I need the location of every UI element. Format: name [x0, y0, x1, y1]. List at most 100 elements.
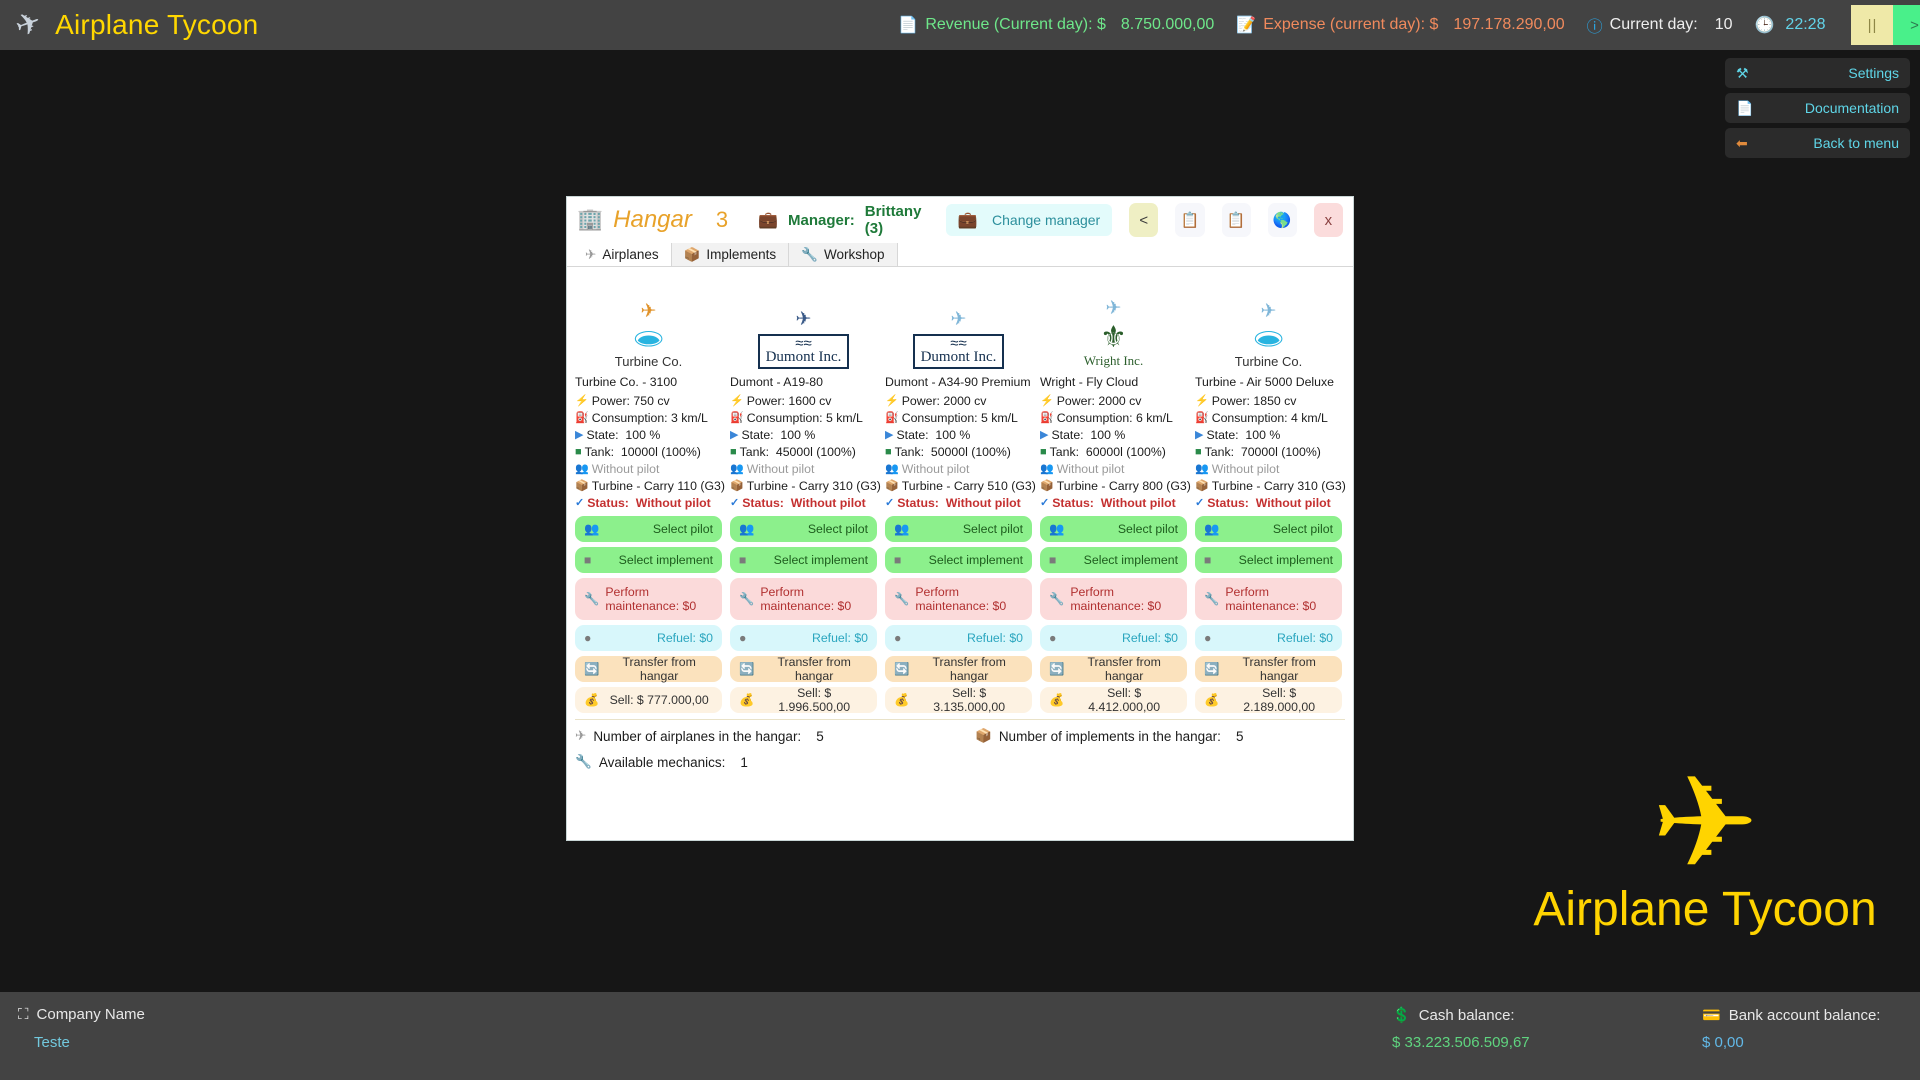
brand-logo-dumont: ≈≈ Dumont Inc.: [912, 334, 1005, 369]
info-icon: ⓘ: [1586, 19, 1603, 36]
fuel-icon: ●: [894, 631, 902, 645]
play-triangle-icon: ▶: [1040, 429, 1049, 441]
airplane-card: ✈ ⚜ Wright Inc. Wright - Fly Cloud ⚡ Power: 2…: [1036, 273, 1191, 714]
hangar-icon: 🏢: [577, 208, 604, 231]
report-button[interactable]: 📋: [1175, 203, 1205, 237]
close-button[interactable]: x: [1313, 203, 1343, 237]
refuel-button[interactable]: ● Refuel: $0: [885, 625, 1032, 651]
perform-maintenance-button[interactable]: 🔧 Perform maintenance: $0: [575, 578, 722, 620]
bolt-icon: ⚡: [575, 395, 589, 407]
dollar-icon: 💲: [1392, 1007, 1411, 1024]
brand-logo-turbine: 🕳 Turbine Co.: [615, 326, 682, 370]
menu-item-back-label: Back to menu: [1813, 135, 1899, 151]
people-icon: 👥: [739, 521, 755, 536]
airplane-implement: 📦 Turbine - Carry 310 (G3): [730, 478, 881, 493]
tab-workshop[interactable]: 🔧 Workshop: [789, 243, 898, 266]
airplane-card: ✈ ≈≈ Dumont Inc. Dumont - A19-80 ⚡ Power: 160…: [726, 273, 881, 714]
sell-label: Sell: $ 3.135.000,00: [933, 686, 1006, 714]
select-implement-button[interactable]: ■ Select implement: [575, 547, 722, 573]
refuel-button[interactable]: ● Refuel: $0: [1040, 625, 1187, 651]
transfer-from-hangar-button[interactable]: 🔄 Transfer from hangar: [575, 655, 722, 683]
select-implement-button[interactable]: ■ Select implement: [1195, 547, 1342, 573]
bolt-icon: ⚡: [885, 395, 899, 407]
play-triangle-icon: ▶: [885, 429, 894, 441]
transfer-from-hangar-button[interactable]: 🔄 Transfer from hangar: [730, 655, 877, 683]
airplane-status: ✓ Status: Without pilot: [730, 495, 866, 510]
fuel-icon: ⛽: [1195, 412, 1209, 424]
select-pilot-button[interactable]: 👥 Select pilot: [575, 516, 722, 542]
airplane-pilot: 👥 Without pilot: [1195, 461, 1280, 476]
brand-logo-turbine: 🕳 Turbine Co.: [1235, 326, 1302, 370]
select-pilot-button[interactable]: 👥 Select pilot: [1040, 516, 1187, 542]
tank-icon: ■: [1195, 445, 1202, 458]
perform-maintenance-button[interactable]: 🔧 Perform maintenance: $0: [1040, 578, 1187, 620]
sell-button[interactable]: 💰 Sell: $ 1.996.500,00: [730, 686, 877, 714]
airplane-status: ✓ Status: Without pilot: [1195, 495, 1331, 510]
box-icon: ■: [739, 553, 747, 567]
play-button[interactable]: >: [1893, 5, 1920, 45]
wrench-icon: 🔧: [575, 754, 592, 769]
footer-implements-value: 5: [1235, 728, 1244, 744]
transfer-label: Transfer from hangar: [622, 655, 696, 683]
tank-icon: ■: [1040, 445, 1047, 458]
select-pilot-button[interactable]: 👥 Select pilot: [885, 516, 1032, 542]
brand-name: Dumont Inc.: [920, 349, 997, 365]
footer-airplanes-value: 5: [816, 728, 824, 744]
menu-item-back-to-menu[interactable]: ⬅ Back to menu: [1725, 128, 1910, 158]
company-name-value: Teste: [34, 1034, 70, 1051]
transfer-from-hangar-button[interactable]: 🔄 Transfer from hangar: [885, 655, 1032, 683]
box-icon: ■: [584, 553, 592, 567]
select-implement-label: Select implement: [928, 553, 1023, 567]
refuel-button[interactable]: ● Refuel: $0: [730, 625, 877, 651]
wreath-icon: ⚜: [1100, 321, 1127, 354]
check-icon: ✓: [730, 497, 740, 509]
box-icon: 📦: [575, 480, 589, 492]
change-manager-button[interactable]: 💼 Change manager: [945, 204, 1113, 236]
money-icon: 💰: [894, 692, 910, 707]
back-button[interactable]: <: [1129, 203, 1159, 237]
perform-maintenance-button[interactable]: 🔧 Perform maintenance: $0: [885, 578, 1032, 620]
transfer-from-hangar-button[interactable]: 🔄 Transfer from hangar: [1195, 655, 1342, 683]
tank-icon: ■: [575, 445, 582, 458]
select-pilot-button[interactable]: 👥 Select pilot: [730, 516, 877, 542]
speed-controls[interactable]: || > >> >>>: [1851, 5, 1920, 45]
globe-button[interactable]: 🌎: [1267, 203, 1297, 237]
tab-airplanes[interactable]: ✈ Airplanes: [573, 243, 672, 266]
airplane-name: Dumont - A19-80: [730, 375, 823, 389]
perform-maintenance-button[interactable]: 🔧 Perform maintenance: $0: [1195, 578, 1342, 620]
cash-balance-value: $ 33.223.506.509,67: [1392, 1034, 1530, 1051]
sell-button[interactable]: 💰 Sell: $ 3.135.000,00: [885, 686, 1032, 714]
perform-maintenance-button[interactable]: 🔧 Perform maintenance: $0: [730, 578, 877, 620]
fuel-icon: ●: [584, 631, 592, 645]
select-implement-button[interactable]: ■ Select implement: [730, 547, 877, 573]
wave-icon: ≈≈: [950, 335, 967, 352]
airplane-consumption: ⛽ Consumption: 5 km/L: [885, 410, 1018, 425]
sell-label: Sell: $ 4.412.000,00: [1088, 686, 1161, 714]
airplane-logo: ✈ ≈≈ Dumont Inc.: [885, 273, 1032, 369]
refuel-button[interactable]: ● Refuel: $0: [1195, 625, 1342, 651]
menu-item-settings[interactable]: ⚒ Settings: [1725, 58, 1910, 88]
bottom-bar: ⛶ Company Name Teste 💲 Cash balance: $ 3…: [0, 992, 1920, 1080]
airplane-tank: ■ Tank: 10000l (100%): [575, 444, 701, 459]
sell-button[interactable]: 💰 Sell: $ 2.189.000,00: [1195, 686, 1342, 714]
building-icon: ⛶: [18, 1006, 29, 1023]
airplane-consumption: ⛽ Consumption: 4 km/L: [1195, 410, 1328, 425]
brand-name: Wright Inc.: [1083, 353, 1144, 368]
select-implement-button[interactable]: ■ Select implement: [885, 547, 1032, 573]
select-pilot-button[interactable]: 👥 Select pilot: [1195, 516, 1342, 542]
check-icon: ✓: [885, 497, 895, 509]
pause-button[interactable]: ||: [1851, 5, 1894, 45]
sell-button[interactable]: 💰 Sell: $ 777.000,00: [575, 687, 722, 713]
bank-balance-label-row: 💳 Bank account balance:: [1702, 1006, 1880, 1025]
airplane-icon: ✈: [585, 246, 597, 262]
sell-button[interactable]: 💰 Sell: $ 4.412.000,00: [1040, 686, 1187, 714]
transfer-from-hangar-button[interactable]: 🔄 Transfer from hangar: [1040, 655, 1187, 683]
refuel-button[interactable]: ● Refuel: $0: [575, 625, 722, 651]
current-day-label: Current day:: [1609, 16, 1698, 33]
clipboard-button[interactable]: 📋: [1221, 203, 1251, 237]
menu-item-documentation[interactable]: 📄 Documentation: [1725, 93, 1910, 123]
select-implement-button[interactable]: ■ Select implement: [1040, 547, 1187, 573]
tab-implements[interactable]: 📦 Implements: [671, 243, 790, 266]
fuel-icon: ●: [1204, 631, 1212, 645]
tab-airplanes-label: Airplanes: [602, 247, 659, 262]
